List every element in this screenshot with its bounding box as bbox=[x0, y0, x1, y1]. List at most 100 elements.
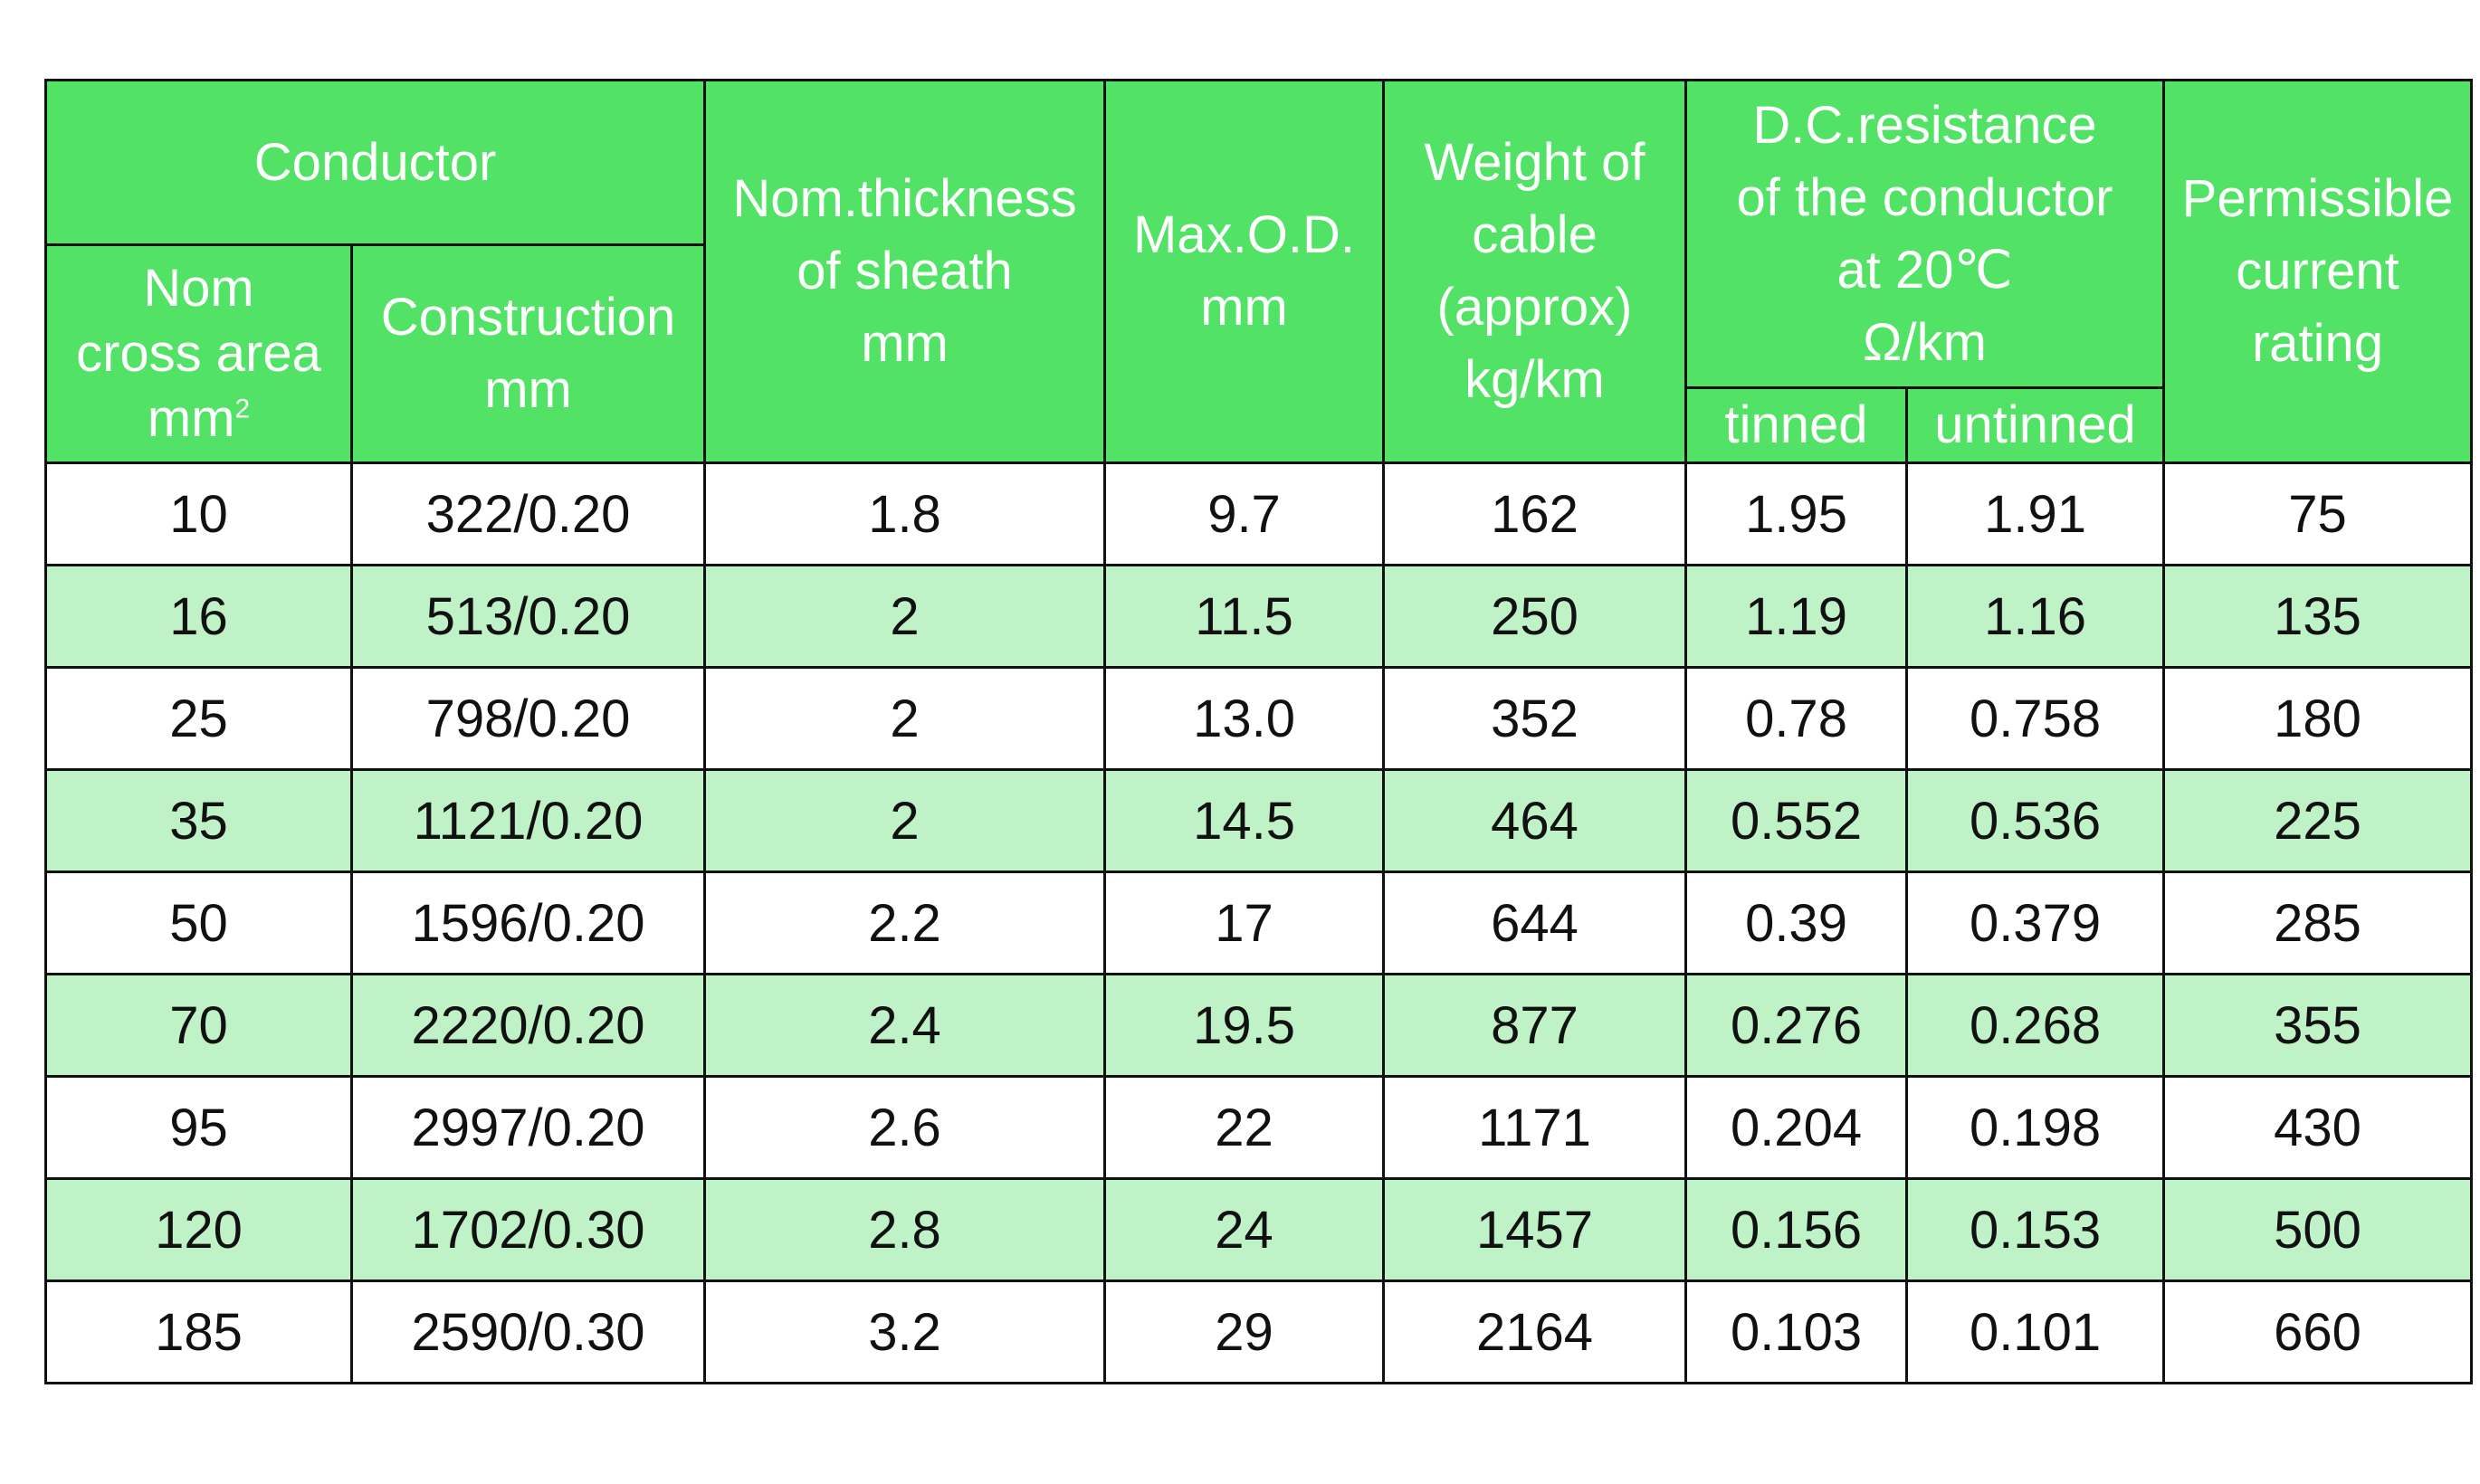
header-conductor: Conductor bbox=[43, 79, 707, 246]
cell-max-od: 24 bbox=[1103, 1177, 1386, 1282]
cell-cross-area: 10 bbox=[44, 461, 353, 566]
cell-resistance-tinned: 0.39 bbox=[1684, 870, 1909, 975]
header-sheath-line-1: Nom.thickness bbox=[732, 169, 1077, 228]
header-resistance-line-2: of the conductor bbox=[1736, 167, 2113, 227]
header-cross-area-unit: mm bbox=[147, 389, 235, 448]
cell-weight: 250 bbox=[1382, 564, 1688, 669]
cell-current-rating: 225 bbox=[2162, 768, 2474, 873]
cell-weight: 644 bbox=[1382, 870, 1688, 975]
table-row: 25 798/0.20 2 13.0 352 0.78 0.758 180 bbox=[44, 666, 2474, 771]
table-header: Conductor Nom.thickness of sheath mm Max… bbox=[43, 79, 2474, 464]
cable-spec-table: Conductor Nom.thickness of sheath mm Max… bbox=[43, 79, 2474, 1384]
table-row: 35 1121/0.20 2 14.5 464 0.552 0.536 225 bbox=[44, 768, 2474, 873]
cell-construction: 513/0.20 bbox=[349, 564, 707, 669]
cell-construction: 322/0.20 bbox=[349, 461, 707, 566]
cell-cross-area: 50 bbox=[44, 870, 353, 975]
cell-resistance-untinned: 1.16 bbox=[1905, 564, 2166, 669]
cell-sheath-thickness: 3.2 bbox=[703, 1279, 1107, 1384]
header-cross-area-line-1: Nom bbox=[143, 259, 254, 318]
header-weight-line-1: Weight of bbox=[1424, 133, 1645, 192]
cell-resistance-untinned: 0.536 bbox=[1905, 768, 2166, 873]
table-body: 10 322/0.20 1.8 9.7 162 1.95 1.91 75 16 513/0.20 2… bbox=[44, 461, 2474, 1384]
cell-max-od: 11.5 bbox=[1103, 564, 1386, 669]
cell-construction: 2590/0.30 bbox=[349, 1279, 707, 1384]
cell-sheath-thickness: 2.4 bbox=[703, 973, 1107, 1078]
cell-current-rating: 180 bbox=[2162, 666, 2474, 771]
cell-resistance-tinned: 1.95 bbox=[1684, 461, 1909, 566]
header-weight-line-3: (approx) bbox=[1436, 278, 1633, 337]
header-weight-line-2: cable bbox=[1472, 205, 1598, 264]
header-resistance-line-3: at 20℃ bbox=[1836, 240, 2013, 300]
cell-sheath-thickness: 2 bbox=[703, 768, 1107, 873]
cell-current-rating: 430 bbox=[2162, 1075, 2474, 1180]
cell-weight: 352 bbox=[1382, 666, 1688, 771]
header-current-rating: Permissible current rating bbox=[2162, 79, 2474, 464]
header-resistance-line-4: Ω/km bbox=[1863, 312, 1987, 372]
cell-resistance-tinned: 1.19 bbox=[1684, 564, 1909, 669]
table-row: 70 2220/0.20 2.4 19.5 877 0.276 0.268 355 bbox=[44, 973, 2474, 1078]
cell-weight: 2164 bbox=[1382, 1279, 1688, 1384]
header-weight: Weight of cable (approx) kg/km bbox=[1382, 79, 1688, 464]
cell-max-od: 14.5 bbox=[1103, 768, 1386, 873]
cell-sheath-thickness: 2.6 bbox=[703, 1075, 1107, 1180]
header-cross-area-superscript: 2 bbox=[234, 394, 251, 424]
cell-cross-area: 16 bbox=[44, 564, 353, 669]
header-dc-resistance: D.C.resistance of the conductor at 20℃ Ω… bbox=[1684, 79, 2166, 389]
cell-cross-area: 25 bbox=[44, 666, 353, 771]
cell-weight: 877 bbox=[1382, 973, 1688, 1078]
header-max-od-line-1: Max.O.D. bbox=[1133, 205, 1355, 264]
header-current-line-3: rating bbox=[2251, 314, 2384, 373]
cell-max-od: 29 bbox=[1103, 1279, 1386, 1384]
table-row: 95 2997/0.20 2.6 22 1171 0.204 0.198 430 bbox=[44, 1075, 2474, 1180]
cell-weight: 1171 bbox=[1382, 1075, 1688, 1180]
cell-max-od: 13.0 bbox=[1103, 666, 1386, 771]
cell-max-od: 19.5 bbox=[1103, 973, 1386, 1078]
cell-construction: 1121/0.20 bbox=[349, 768, 707, 873]
cell-resistance-tinned: 0.103 bbox=[1684, 1279, 1909, 1384]
header-resistance-line-1: D.C.resistance bbox=[1752, 95, 2097, 155]
cell-cross-area: 70 bbox=[44, 973, 353, 1078]
cell-resistance-untinned: 0.101 bbox=[1905, 1279, 2166, 1384]
table-row: 50 1596/0.20 2.2 17 644 0.39 0.379 285 bbox=[44, 870, 2474, 975]
cell-resistance-untinned: 0.153 bbox=[1905, 1177, 2166, 1282]
header-construction-line-1: Construction bbox=[380, 288, 676, 347]
cell-max-od: 17 bbox=[1103, 870, 1386, 975]
cell-resistance-untinned: 0.758 bbox=[1905, 666, 2166, 771]
cell-current-rating: 135 bbox=[2162, 564, 2474, 669]
cell-max-od: 22 bbox=[1103, 1075, 1386, 1180]
header-weight-line-4: kg/km bbox=[1464, 350, 1605, 409]
table-row: 120 1702/0.30 2.8 24 1457 0.156 0.153 500 bbox=[44, 1177, 2474, 1282]
cell-max-od: 9.7 bbox=[1103, 461, 1386, 566]
cell-resistance-untinned: 0.268 bbox=[1905, 973, 2166, 1078]
header-tinned: tinned bbox=[1684, 386, 1909, 464]
cell-current-rating: 285 bbox=[2162, 870, 2474, 975]
cell-cross-area: 35 bbox=[44, 768, 353, 873]
cell-weight: 1457 bbox=[1382, 1177, 1688, 1282]
cell-cross-area: 95 bbox=[44, 1075, 353, 1180]
cell-construction: 798/0.20 bbox=[349, 666, 707, 771]
cell-weight: 464 bbox=[1382, 768, 1688, 873]
cell-resistance-untinned: 1.91 bbox=[1905, 461, 2166, 566]
header-current-line-2: current bbox=[2236, 242, 2399, 300]
cell-construction: 1702/0.30 bbox=[349, 1177, 707, 1282]
table-row: 185 2590/0.30 3.2 29 2164 0.103 0.101 660 bbox=[44, 1279, 2474, 1384]
header-sheath-line-2: of sheath bbox=[796, 242, 1013, 300]
header-cross-area-line-2: cross area bbox=[76, 324, 321, 383]
header-construction: Construction mm bbox=[349, 243, 707, 464]
cell-resistance-tinned: 0.552 bbox=[1684, 768, 1909, 873]
header-sheath-line-3: mm bbox=[861, 314, 949, 373]
cell-weight: 162 bbox=[1382, 461, 1688, 566]
header-untinned: untinned bbox=[1905, 386, 2166, 464]
cell-sheath-thickness: 2 bbox=[703, 564, 1107, 669]
cell-construction: 1596/0.20 bbox=[349, 870, 707, 975]
cell-resistance-tinned: 0.156 bbox=[1684, 1177, 1909, 1282]
cell-sheath-thickness: 2 bbox=[703, 666, 1107, 771]
header-construction-line-2: mm bbox=[484, 360, 572, 419]
header-current-line-1: Permissible bbox=[2181, 169, 2454, 228]
header-max-od: Max.O.D. mm bbox=[1103, 79, 1386, 464]
table-row: 16 513/0.20 2 11.5 250 1.19 1.16 135 bbox=[44, 564, 2474, 669]
cell-current-rating: 660 bbox=[2162, 1279, 2474, 1384]
header-sheath-thickness: Nom.thickness of sheath mm bbox=[703, 79, 1107, 464]
cell-sheath-thickness: 2.2 bbox=[703, 870, 1107, 975]
header-max-od-line-2: mm bbox=[1200, 278, 1288, 337]
